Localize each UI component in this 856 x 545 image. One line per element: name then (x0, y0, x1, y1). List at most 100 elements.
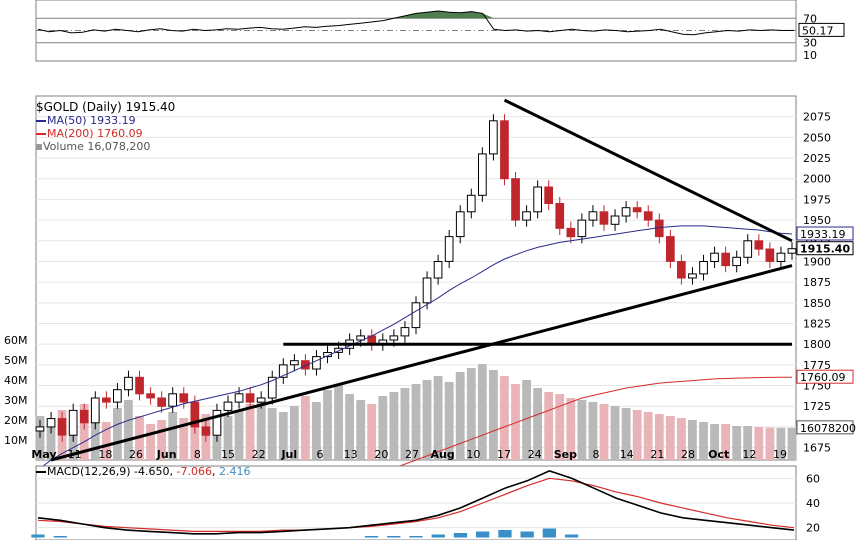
volume-bar (688, 420, 697, 460)
x-tick-label: 24 (528, 448, 542, 461)
legend-ma50: MA(50) 1933.19 (36, 114, 175, 127)
volume-bar (489, 370, 498, 460)
candle-body (278, 364, 288, 378)
volume-bar (765, 427, 775, 460)
candle-body (566, 227, 576, 238)
volume-bar (278, 412, 288, 460)
x-tick-label: 8 (194, 448, 201, 461)
volume-bar (466, 368, 476, 460)
x-tick-label: 19 (773, 448, 787, 461)
candle-body (765, 248, 775, 262)
volume-bar (599, 404, 609, 460)
candle-body (466, 194, 476, 213)
volume-bar (323, 390, 332, 460)
x-tick-label: Aug (431, 448, 455, 461)
close-price-label-box (796, 241, 854, 256)
candle-body (223, 401, 233, 411)
macd-histogram-bar (431, 534, 445, 538)
volume-tick-label: 60M (4, 334, 28, 347)
candle-body (301, 360, 310, 370)
rsi-last-box (798, 22, 845, 37)
legend-volume: Volume 16,078,200 (36, 140, 175, 153)
volume-bar (455, 372, 465, 460)
volume-bar (378, 396, 388, 460)
candle-body (212, 409, 222, 436)
x-tick-label: Sep (554, 448, 577, 461)
macd-legend-macd: -4.650 (134, 465, 170, 478)
x-axis: May 11 18 26 Jun 8 15 22 Jul 6 13 20 27 Aug 10 17 24 Sep 8… (31, 448, 787, 461)
volume-bar (643, 412, 653, 460)
candle-body (57, 418, 67, 436)
x-tick-label: 11 (68, 448, 82, 461)
candle-body (113, 389, 122, 403)
macd-histogram-bar (31, 534, 45, 538)
rsi-tick-label: 30 (803, 37, 817, 50)
volume-bar (267, 408, 277, 460)
macd-histogram-bar (53, 536, 67, 538)
x-tick-label: 27 (405, 448, 419, 461)
volume-bar (113, 408, 122, 460)
volume-bar (743, 426, 753, 460)
x-tick-label: 12 (742, 448, 756, 461)
candle-body (599, 211, 609, 225)
volume-bar (776, 427, 786, 460)
volume-bar (124, 400, 133, 460)
candle-body (710, 252, 719, 262)
volume-bar (389, 392, 399, 460)
macd-legend-hist: 2.416 (218, 465, 251, 478)
candle-body (102, 397, 111, 403)
volume-bar (256, 400, 266, 460)
x-tick-label: 20 (374, 448, 388, 461)
macd-histogram-bar (542, 528, 556, 538)
price-tick-label: 1975 (803, 193, 831, 206)
price-legend: $GOLD (Daily) 1915.40 MA(50) 1933.19 MA(… (36, 101, 175, 153)
rsi-line (37, 10, 795, 36)
rsi-last-text: 50.17 (802, 24, 834, 37)
candle-body (577, 219, 587, 238)
volume-bar (90, 412, 100, 460)
price-tick-label: 2025 (803, 152, 831, 165)
volume-bar (289, 406, 299, 460)
price-tick-label: 1825 (803, 318, 831, 331)
candle-body (135, 376, 144, 395)
volume-bar (312, 402, 321, 460)
volume-bar (234, 410, 244, 460)
price-tick-label: 2075 (803, 111, 831, 124)
volume-bar (422, 380, 432, 460)
macd-tick-label: 40 (806, 497, 820, 510)
x-tick-label: 15 (221, 448, 235, 461)
candle-body (190, 401, 200, 428)
volume-bar (146, 424, 155, 460)
volume-bar (732, 426, 742, 460)
macd-histogram-bar (520, 531, 534, 538)
price-tick-label: 2000 (803, 173, 831, 186)
volume-bar (101, 422, 111, 460)
volume-bar (35, 416, 45, 460)
volume-tick-label: 40M (4, 374, 28, 387)
candle-body (478, 153, 487, 196)
volume-bar (444, 382, 454, 460)
macd-legend: MACD(12,26,9) -4.650, -7.066, 2.416 (36, 465, 250, 478)
volume-bar (411, 384, 421, 460)
ma200-price-label-box (796, 369, 854, 384)
candle-body (234, 393, 244, 403)
macd-legend-label: MACD(12,26,9) (47, 465, 131, 478)
x-tick-label: 13 (344, 448, 358, 461)
x-tick-label: Jul (280, 448, 297, 461)
volume-bar (400, 388, 410, 460)
ma50-price-label: 1933.19 (800, 228, 846, 241)
x-tick-label: 6 (317, 448, 324, 461)
macd-histogram-bar (565, 534, 579, 538)
x-tick-label: 10 (466, 448, 480, 461)
candle-body (721, 252, 730, 267)
legend-ma200-text: MA(200) 1760.09 (47, 127, 143, 140)
candle-body (555, 203, 565, 229)
volume-bar (522, 380, 531, 460)
price-tick-label: 1850 (803, 297, 831, 310)
volume-bar (168, 412, 178, 460)
candle-body (256, 397, 266, 403)
candle-body (168, 393, 178, 407)
candle-body (356, 335, 365, 341)
